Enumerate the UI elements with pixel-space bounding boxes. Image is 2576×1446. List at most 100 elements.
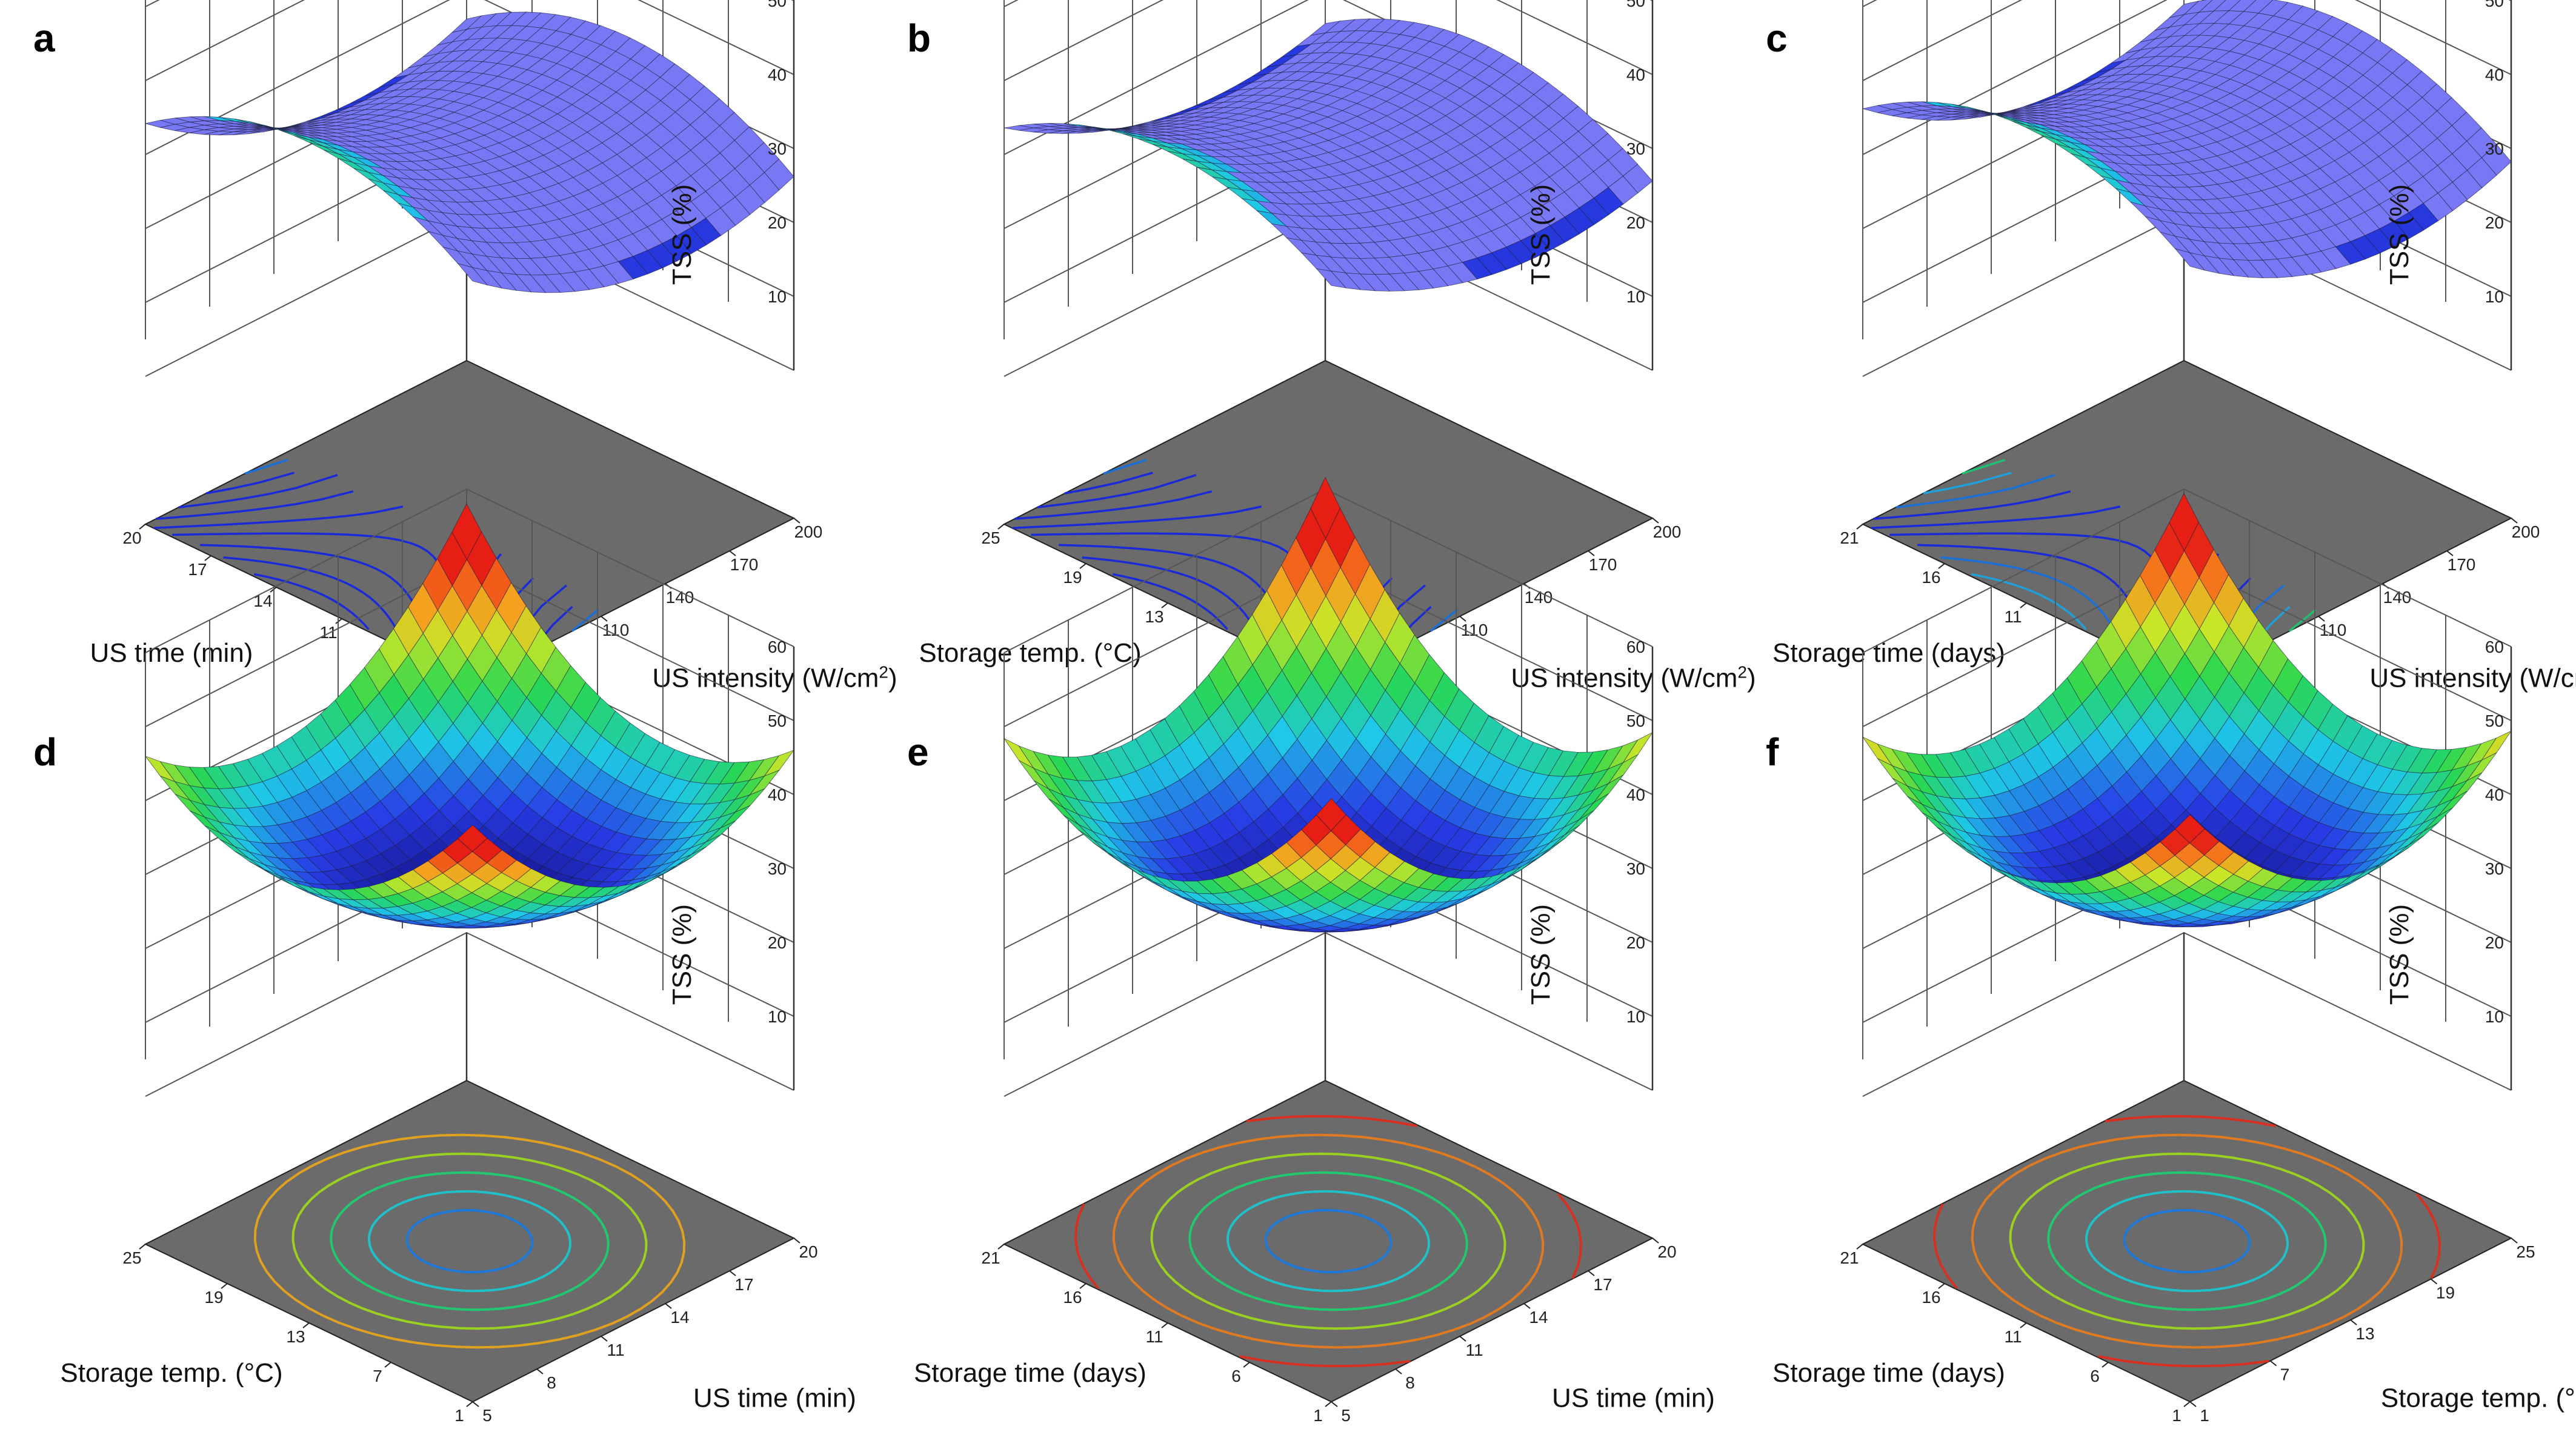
right-tick-label: 5 — [482, 1406, 492, 1425]
contour-line — [154, 505, 404, 529]
z-axis-label: TSS (%) — [2385, 184, 2414, 285]
right-tick — [472, 1401, 479, 1407]
z-tick-label: 20 — [768, 213, 787, 232]
z-tick-label: 10 — [768, 1007, 787, 1026]
contour-line — [223, 556, 405, 645]
contour-line — [244, 459, 288, 475]
left-tick-label: 20 — [122, 528, 141, 547]
contour-line — [1873, 490, 2071, 520]
wall-grid-line — [145, 488, 794, 653]
floor-plane — [1002, 1079, 1654, 1403]
contour-line — [1962, 459, 2006, 475]
z-tick-label: 10 — [2485, 287, 2504, 306]
contour-line — [1113, 573, 1228, 630]
left-axis-label: Storage time (days) — [1772, 1358, 2005, 1388]
panel-letter: d — [33, 730, 57, 774]
left-tick — [1079, 563, 1087, 569]
contour-line — [1013, 505, 1262, 529]
contour-line — [156, 490, 354, 520]
left-tick-label: 19 — [204, 1288, 223, 1307]
left-tick-label: 1 — [454, 1406, 464, 1425]
z-tick-label: 50 — [1626, 711, 1645, 730]
left-tick — [1243, 1362, 1250, 1368]
right-tick — [2511, 1238, 2518, 1244]
left-axis-label: Storage time (days) — [914, 1358, 1147, 1388]
z-tick-label: 20 — [1626, 933, 1645, 952]
floor-plane — [144, 1079, 796, 1403]
right-tick — [2511, 518, 2518, 524]
left-tick — [1938, 1283, 1945, 1289]
left-tick-label: 25 — [122, 1248, 141, 1267]
left-tick-label: 13 — [286, 1327, 305, 1346]
contour-line — [2123, 1208, 2251, 1274]
right-tick-label: 200 — [1653, 522, 1682, 541]
right-tick-label: 170 — [1589, 555, 1617, 574]
right-tick-label: 5 — [1341, 1406, 1351, 1425]
left-tick-label: 1 — [2172, 1406, 2182, 1425]
z-tick-label: 40 — [768, 65, 787, 84]
contour-line — [1871, 505, 2121, 529]
contour-line — [1112, 1133, 1545, 1349]
wall-grid-line — [1862, 0, 2512, 81]
left-tick-label: 25 — [981, 528, 1000, 547]
z-tick-label: 20 — [1626, 213, 1645, 232]
left-tick-label: 11 — [1145, 1327, 1163, 1346]
right-axis-label: Storage temp. (°C) — [2381, 1384, 2576, 1413]
left-tick-label: 16 — [1922, 568, 1940, 587]
surface — [1862, 493, 2512, 927]
z-axis-label: TSS (%) — [1526, 184, 1556, 285]
right-tick-label: 140 — [2383, 588, 2412, 607]
right-tick — [536, 1368, 544, 1374]
right-tick — [1588, 550, 1595, 556]
right-tick — [1331, 1401, 1338, 1407]
right-tick-label: 7 — [2280, 1365, 2290, 1384]
z-axis-label: TSS (%) — [1526, 904, 1556, 1005]
contour-line — [2047, 1171, 2327, 1311]
left-tick-label: 21 — [981, 1248, 1000, 1267]
left-tick-label: 19 — [1063, 568, 1082, 587]
z-tick-label: 30 — [1626, 859, 1645, 878]
right-tick-label: 1 — [2200, 1406, 2209, 1425]
left-tick-label: 11 — [319, 623, 337, 642]
z-tick-label: 40 — [2485, 65, 2504, 84]
z-tick-label: 30 — [2485, 859, 2504, 878]
left-tick-label: 11 — [2004, 607, 2022, 626]
right-tick — [2269, 1360, 2277, 1367]
contour-line — [2009, 1152, 2365, 1330]
right-tick — [1523, 1303, 1531, 1309]
left-tick-label: 11 — [2004, 1327, 2022, 1346]
right-axis-label-sup: 2 — [879, 662, 888, 681]
left-tick — [1856, 524, 1863, 530]
left-tick — [302, 1322, 310, 1328]
left-tick — [2020, 1322, 2027, 1328]
right-tick — [1395, 1368, 1402, 1374]
z-tick-label: 20 — [768, 933, 787, 952]
right-tick-label: 25 — [2516, 1242, 2535, 1261]
contour-line — [2098, 1355, 2269, 1368]
left-tick — [139, 1244, 146, 1250]
right-axis-label: US intensity (W/cm2) — [2369, 662, 2576, 693]
left-tick — [204, 555, 211, 561]
left-tick — [1161, 1322, 1168, 1328]
left-axis-label: Storage time (days) — [1772, 638, 2005, 668]
right-tick-label: 11 — [1465, 1341, 1483, 1359]
right-axis: 1 7 13 19 25 Storage temp. (°C) — [2189, 1238, 2576, 1425]
right-tick-label: 8 — [1405, 1373, 1415, 1392]
contour-line — [1557, 1193, 1582, 1279]
contour-line — [1246, 1114, 1417, 1127]
right-tick-label: 20 — [799, 1242, 817, 1261]
right-tick-label: 140 — [1525, 588, 1553, 607]
right-tick-label: 14 — [670, 1308, 689, 1327]
contour-line — [2105, 1114, 2276, 1127]
right-tick — [1652, 1238, 1659, 1244]
right-tick — [2430, 1278, 2438, 1285]
z-tick-label: 20 — [2485, 933, 2504, 952]
left-tick-label: 16 — [1922, 1288, 1940, 1307]
left-tick-label: 17 — [188, 560, 207, 579]
z-tick-label: 30 — [768, 139, 787, 158]
contour-line — [2085, 1190, 2289, 1293]
